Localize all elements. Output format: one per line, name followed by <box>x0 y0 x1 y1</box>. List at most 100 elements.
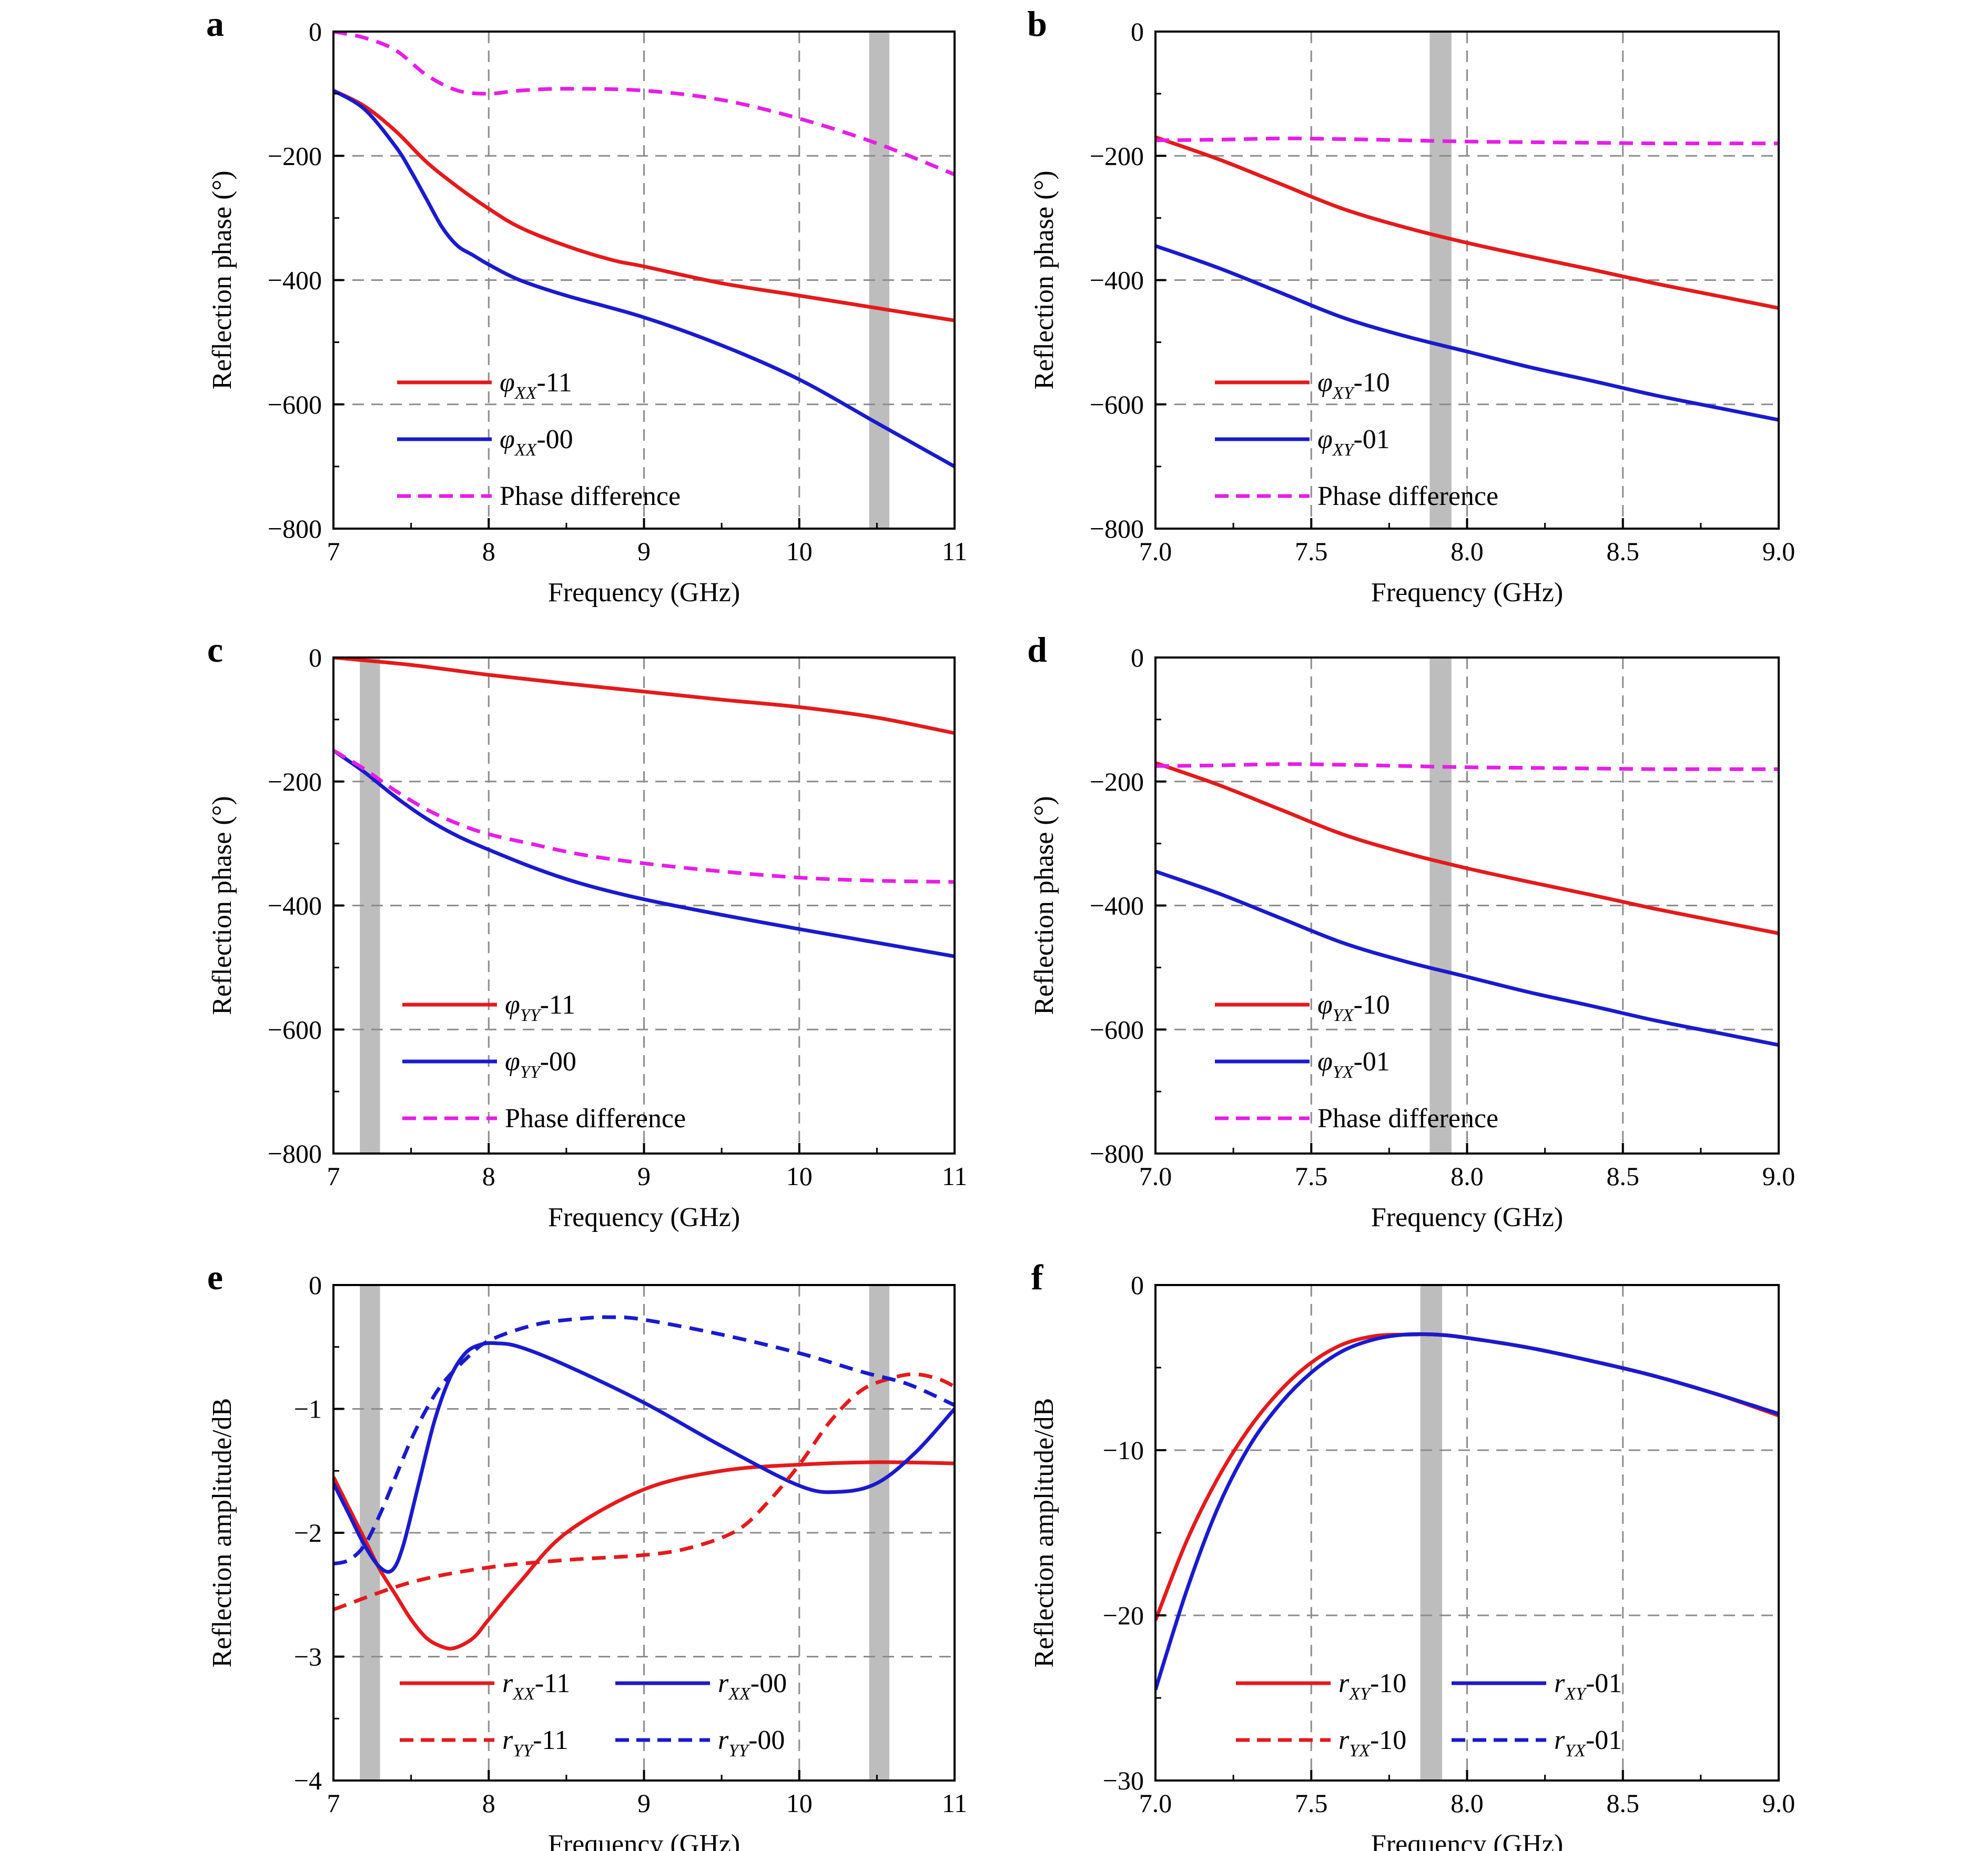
panel-e: 7 8 9 10 11 0 −1 −2 −3 −4 Frequency (GHz) Reflectio… <box>207 1257 967 1851</box>
legend: rXX-11 rXX-00 rYY-11 rYY-00 <box>400 1668 787 1761</box>
y-tick-label: 0 <box>1131 1270 1144 1300</box>
legend-label: Phase difference <box>1317 481 1498 511</box>
x-axis-label: Frequency (GHz) <box>548 1202 740 1232</box>
panel-b: 7.0 7.5 8.0 8.5 9.0 0 −200 −400 −600 −800 Frequenc… <box>1027 4 1795 608</box>
y-tick-label: −800 <box>268 514 322 543</box>
panel-letter: a <box>206 4 224 44</box>
legend-label: Phase difference <box>505 1104 686 1134</box>
y-tick-label: 0 <box>309 643 322 672</box>
series-line-rxy-01 <box>1155 1332 1779 1691</box>
legend-label: φXY-01 <box>1317 424 1390 460</box>
x-axis-label: Frequency (GHz) <box>1371 578 1563 608</box>
x-tick-label: 7.0 <box>1139 537 1172 566</box>
x-tick-label: 11 <box>942 1788 967 1818</box>
legend-label: φXX-00 <box>500 424 573 460</box>
x-tick-label: 10 <box>786 537 813 566</box>
y-tick-label: −400 <box>1090 266 1144 295</box>
series-line--yx-01 <box>1155 869 1779 1047</box>
x-tick-label: 9.0 <box>1762 537 1796 566</box>
y-tick-label: −200 <box>268 141 322 170</box>
x-axis-label: Frequency (GHz) <box>548 578 740 608</box>
x-tick-label: 8.0 <box>1451 537 1484 566</box>
x-tick-label: 11 <box>942 1161 967 1191</box>
x-tick-label: 7 <box>327 1788 340 1818</box>
y-tick-label: −400 <box>1090 891 1144 921</box>
legend-label: rXY-01 <box>1554 1668 1622 1704</box>
x-tick-label: 7 <box>327 1161 340 1191</box>
x-tick-label: 8.5 <box>1607 1788 1640 1818</box>
series-line--xy-10 <box>1155 135 1779 310</box>
y-axis-label: Reflection phase (°) <box>207 170 237 389</box>
x-tick-label: 8.0 <box>1451 1788 1484 1818</box>
legend-label: φXX-11 <box>500 368 572 403</box>
x-tick-label: 8.0 <box>1451 1161 1484 1191</box>
legend-label: rYY-11 <box>502 1725 568 1761</box>
y-tick-label: −20 <box>1103 1601 1144 1630</box>
x-tick-label: 8.5 <box>1607 537 1640 566</box>
y-tick-label: −600 <box>268 390 322 419</box>
y-axis-label: Reflection amplitude/dB <box>207 1398 237 1668</box>
x-tick-label: 9 <box>637 537 651 566</box>
series-group <box>1155 761 1779 1047</box>
legend-label: rYX-01 <box>1554 1725 1622 1761</box>
series-group <box>1155 1332 1779 1691</box>
panel-c: 7 8 9 10 11 0 −200 −400 −600 −800 Frequency (GHz) R… <box>207 630 967 1232</box>
y-tick-label: −4 <box>294 1766 322 1795</box>
x-axis-label: Frequency (GHz) <box>1371 1829 1563 1851</box>
legend-label: φYX-10 <box>1317 990 1390 1025</box>
series-line--yx-10 <box>1155 761 1779 935</box>
panel-letter: b <box>1027 4 1047 44</box>
panel-letter: c <box>207 630 223 670</box>
series-line-ryx-10 <box>1404 1332 1779 1418</box>
legend-label: Phase difference <box>500 481 681 511</box>
series-line-rxx-00 <box>333 1341 955 1574</box>
x-axis-label: Frequency (GHz) <box>1371 1202 1563 1232</box>
series-line-phase-difference <box>1155 136 1779 146</box>
x-tick-label: 8 <box>482 1788 495 1818</box>
x-tick-label: 7.5 <box>1295 537 1328 566</box>
y-tick-label: −10 <box>1103 1435 1144 1465</box>
legend-label: rXX-11 <box>502 1668 570 1704</box>
panel-letter: f <box>1031 1257 1044 1297</box>
highlight-band <box>1420 1285 1443 1781</box>
legend-label: rYX-10 <box>1338 1725 1406 1761</box>
y-tick-label: −600 <box>268 1015 322 1044</box>
panel-d: 7.0 7.5 8.0 8.5 9.0 0 −200 −400 −600 −800 Frequenc… <box>1027 630 1795 1232</box>
series-line--yy-00 <box>333 749 955 958</box>
y-axis-label: Reflection amplitude/dB <box>1029 1398 1059 1668</box>
series-group <box>333 32 955 468</box>
series-line--yy-11 <box>333 658 955 735</box>
x-tick-label: 7.0 <box>1139 1161 1172 1191</box>
legend-label: φYX-01 <box>1317 1047 1390 1082</box>
x-tick-label: 7.5 <box>1295 1161 1328 1191</box>
panel-a: 7 8 9 10 11 0 −200 −400 −600 −800 Frequency (GHz) R… <box>206 4 967 608</box>
x-tick-label: 9.0 <box>1762 1788 1796 1818</box>
series-line-phase-difference <box>1155 762 1779 771</box>
y-tick-label: −200 <box>268 767 322 796</box>
x-tick-label: 9 <box>637 1161 651 1191</box>
x-tick-label: 8 <box>482 1161 495 1191</box>
y-tick-label: −400 <box>268 266 322 295</box>
y-tick-label: 0 <box>309 1270 322 1300</box>
y-tick-label: −600 <box>1090 1015 1144 1044</box>
y-tick-label: −30 <box>1103 1766 1144 1795</box>
y-tick-label: −400 <box>268 891 322 921</box>
y-tick-label: 0 <box>1131 17 1144 46</box>
legend: φXX-11 φXX-00 Phase difference <box>397 368 681 511</box>
y-tick-label: −200 <box>1090 767 1144 796</box>
y-tick-label: −3 <box>294 1642 322 1672</box>
series-line--xy-01 <box>1155 244 1779 422</box>
x-tick-label: 9.0 <box>1762 1161 1796 1191</box>
legend: φXY-10 φXY-01 Phase difference <box>1215 368 1498 511</box>
series-line-ryy-00 <box>333 1315 955 1566</box>
x-tick-label: 8 <box>482 537 495 566</box>
series-line-rxx-11 <box>333 1460 955 1651</box>
y-axis-label: Reflection phase (°) <box>207 796 237 1015</box>
legend-label: φYY-00 <box>505 1047 576 1082</box>
y-tick-label: 0 <box>1131 643 1144 672</box>
y-tick-label: −800 <box>1090 514 1144 543</box>
series-group <box>333 658 955 958</box>
x-tick-label: 10 <box>786 1788 813 1818</box>
legend: rXY-10 rXY-01 rYX-10 rYX-01 <box>1236 1668 1622 1761</box>
